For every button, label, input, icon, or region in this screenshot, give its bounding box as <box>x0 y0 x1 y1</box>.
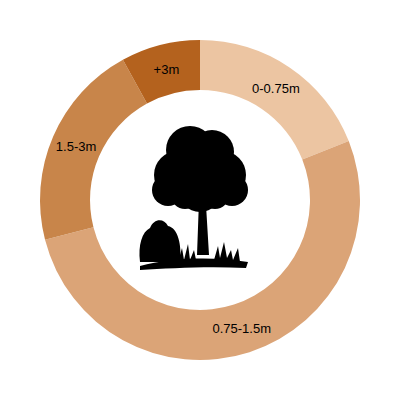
slice-label: 0.75-1.5m <box>212 321 271 336</box>
chart: 0-0.75m 0.75-1.5m 1.5-3m +3m <box>0 0 400 400</box>
grass <box>178 242 240 262</box>
slice <box>40 60 147 240</box>
tree-crown <box>190 130 234 174</box>
slice-label: 1.5-3m <box>56 139 96 154</box>
bush <box>139 220 180 262</box>
tree-icon <box>139 126 248 270</box>
slice-label: +3m <box>154 62 180 77</box>
donut: 0-0.75m 0.75-1.5m 1.5-3m +3m <box>40 40 360 360</box>
tree-trunk <box>197 190 214 255</box>
slice <box>123 40 200 104</box>
slice-label: 0-0.75m <box>252 81 300 96</box>
tree-crown <box>171 181 199 209</box>
